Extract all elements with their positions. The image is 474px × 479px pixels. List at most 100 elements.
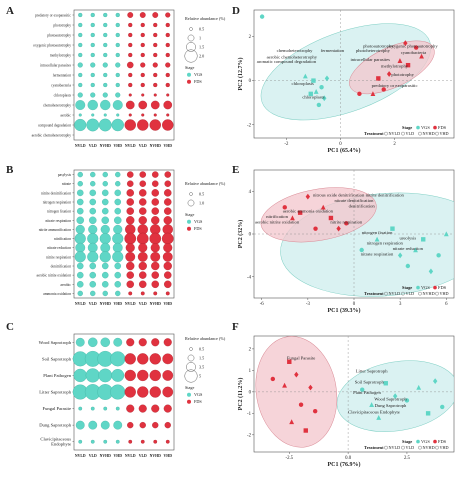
loading-label: photoautotrophy bbox=[363, 44, 394, 49]
bubble bbox=[165, 62, 171, 68]
plot-area: nitrous oxide denitrification nitrite den… bbox=[254, 170, 454, 298]
bubble bbox=[102, 92, 108, 98]
bubble bbox=[151, 261, 160, 271]
bubble bbox=[89, 262, 97, 270]
bubble bbox=[99, 251, 111, 263]
legend-stage-label: FDS bbox=[194, 399, 202, 404]
bubble bbox=[77, 290, 83, 297]
loading-label: nitrification bbox=[266, 214, 288, 219]
bubble bbox=[103, 406, 108, 411]
row-label: Dung Saprotroph bbox=[39, 423, 71, 428]
bubble bbox=[115, 72, 120, 78]
bubble-panel-C: Wood Saprotroph Soil Saprotroph Plant Path… bbox=[39, 333, 226, 458]
bubble bbox=[139, 271, 147, 279]
row-label: chloroplasts bbox=[54, 94, 72, 98]
bubble bbox=[116, 113, 120, 117]
bubble bbox=[87, 233, 99, 245]
legend-fds-dot bbox=[433, 439, 437, 444]
bubble bbox=[103, 72, 108, 78]
loading-label: predatory or exoparasitic bbox=[372, 83, 418, 88]
bubble bbox=[141, 93, 145, 97]
y-tick-label: -1 bbox=[247, 412, 252, 417]
bubble bbox=[153, 42, 158, 48]
bubble bbox=[78, 439, 83, 444]
vgs-point bbox=[369, 402, 375, 407]
legend-treatment-marker bbox=[401, 131, 405, 136]
loading-label: aromatic compound degradation bbox=[257, 59, 317, 64]
bubble bbox=[153, 82, 158, 88]
legend-size-circle bbox=[189, 27, 193, 31]
legend-size-circle bbox=[189, 347, 193, 351]
vgs-point bbox=[359, 247, 364, 253]
fds-point bbox=[320, 204, 326, 210]
row-label: aerobic bbox=[60, 114, 71, 118]
bubble bbox=[138, 216, 147, 225]
bubble bbox=[115, 42, 120, 48]
bubble bbox=[127, 61, 134, 69]
x-tick-label: NVHD bbox=[100, 454, 111, 458]
bubble bbox=[164, 180, 172, 187]
y-tick-label: 0 bbox=[249, 233, 252, 238]
bubble bbox=[76, 271, 84, 279]
loading-label: Soil Saprotroph bbox=[355, 379, 385, 384]
bubble bbox=[86, 118, 100, 132]
fds-point bbox=[298, 402, 304, 407]
row-label: nitrification bbox=[54, 237, 71, 241]
row-label: denitrification bbox=[51, 265, 72, 269]
bubble bbox=[153, 93, 157, 97]
bubble bbox=[128, 82, 133, 88]
bubble bbox=[75, 224, 85, 234]
loading-label: chemoheterotrophy bbox=[277, 48, 313, 53]
bubble bbox=[153, 291, 158, 296]
bubble bbox=[115, 12, 120, 18]
bubble bbox=[115, 22, 120, 28]
loading-label: aerobic ammonia oxidation bbox=[283, 209, 334, 214]
row-label: aerobic bbox=[60, 283, 71, 287]
row-label: Wood Saprotroph bbox=[39, 340, 72, 345]
legend-stage-label: FDS bbox=[194, 226, 202, 231]
row-label: cyanobacteria bbox=[51, 84, 71, 88]
y-axis-label: PC2 (12.7%) bbox=[237, 58, 244, 91]
loading-label: ureolysis bbox=[400, 235, 417, 240]
bubble bbox=[162, 119, 174, 131]
bubble bbox=[165, 82, 170, 88]
bubble bbox=[164, 271, 172, 279]
row-label: compound degradation bbox=[38, 124, 71, 128]
bubble bbox=[153, 32, 158, 38]
bubble-legend: Relative abundance (%) 0.5 1.5 3.5 5 StageVGS… bbox=[184, 336, 226, 404]
legend-treatment-label: NVHD bbox=[423, 291, 435, 296]
bubble bbox=[89, 198, 97, 206]
legend-size-label: 0.5 bbox=[199, 27, 204, 32]
bubble bbox=[164, 198, 172, 206]
fds-point bbox=[282, 205, 287, 210]
bubble bbox=[128, 113, 132, 117]
bubble bbox=[126, 180, 134, 187]
legend-fds-dot bbox=[433, 125, 437, 130]
bubble bbox=[89, 281, 97, 288]
loading-label: Wood Saprotroph bbox=[374, 396, 407, 401]
bubble bbox=[153, 22, 158, 28]
bubble bbox=[151, 280, 159, 289]
bubble bbox=[101, 262, 109, 270]
bubble bbox=[165, 52, 170, 58]
bubble bbox=[126, 207, 134, 215]
fds-point bbox=[305, 193, 311, 200]
bubble bbox=[90, 62, 96, 68]
bubble bbox=[149, 232, 162, 245]
legend-size-label: 1.5 bbox=[199, 356, 204, 361]
bubble bbox=[163, 216, 172, 225]
legend-size-label: 1 bbox=[199, 36, 201, 41]
bubble bbox=[166, 93, 170, 97]
vgs-point bbox=[360, 387, 365, 392]
bubble bbox=[90, 406, 95, 411]
legend-size-circle bbox=[187, 199, 195, 207]
bubble bbox=[115, 290, 121, 297]
bubble bbox=[76, 198, 84, 206]
vgs-point bbox=[313, 89, 319, 94]
loading-label: Plant Pathogen bbox=[353, 390, 381, 395]
bubble bbox=[141, 113, 145, 117]
bubble bbox=[103, 22, 108, 28]
legend-size-label: 2.0 bbox=[199, 54, 204, 59]
bubble bbox=[150, 251, 161, 262]
y-axis-label: PC2 (11.2%) bbox=[237, 378, 244, 411]
